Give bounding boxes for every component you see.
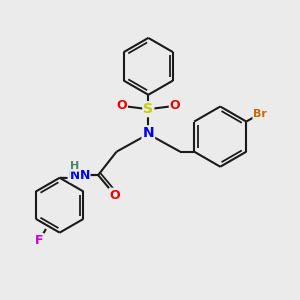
Text: S: S [143,102,153,116]
Text: Br: Br [253,109,267,118]
Text: N: N [80,169,90,182]
Text: N: N [70,169,81,182]
Text: F: F [35,234,44,247]
Text: O: O [110,189,120,202]
Text: H: H [68,170,78,180]
Text: O: O [116,99,127,112]
Text: N: N [142,126,154,140]
Text: O: O [170,99,180,112]
Text: H: H [70,161,79,171]
